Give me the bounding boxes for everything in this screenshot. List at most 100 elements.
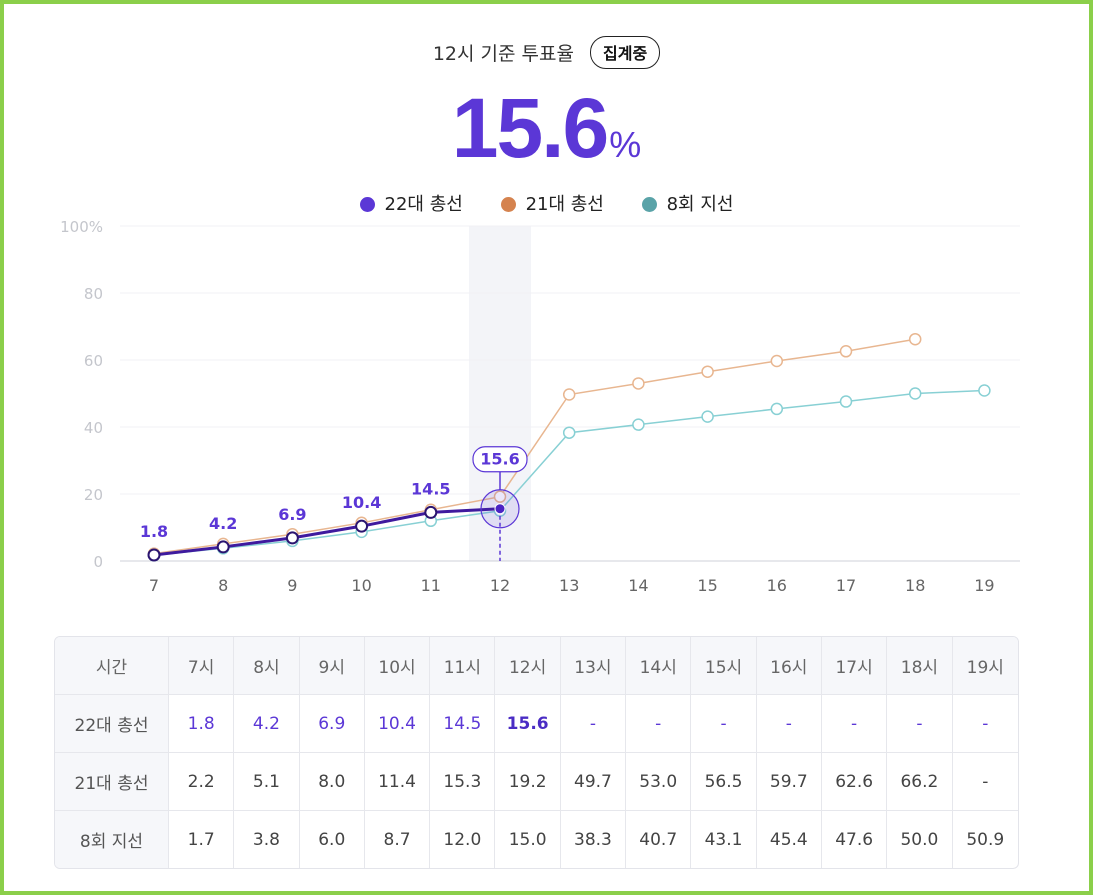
- table-cell: 53.0: [626, 753, 692, 811]
- data-label: 10.4: [342, 493, 381, 512]
- table-header-cell: 13시: [560, 637, 627, 695]
- data-point: [908, 387, 922, 400]
- legend-dot-icon: [500, 197, 516, 212]
- table-header-cell: 18시: [887, 637, 953, 695]
- turnout-chart: 0 20 40 60 80 100% 7 8 9 10 11 12 13 14 15 16 17 18 19 1.8 4…: [60, 218, 1020, 595]
- table-cell: 15.6: [495, 695, 561, 753]
- legend-dot-icon: [641, 197, 657, 212]
- table-cell: 50.0: [887, 811, 953, 868]
- table-header-cell: 8시: [234, 637, 300, 695]
- data-point: [839, 345, 853, 358]
- table-row-label: 22대 총선: [55, 695, 169, 753]
- legend-label: 22대 총선: [384, 194, 463, 215]
- table-cell: -: [626, 695, 692, 753]
- table-cell: -: [952, 695, 1018, 753]
- data-point: [285, 531, 299, 545]
- table-cell: 59.7: [756, 753, 822, 811]
- x-tick-label: 16: [767, 576, 787, 595]
- table-cell: 47.6: [822, 811, 888, 868]
- data-point: [978, 384, 991, 397]
- turnout-value: 15.6%: [0, 80, 1093, 177]
- table-header-cell: 10시: [364, 637, 431, 695]
- table-header-cell: 12시: [495, 637, 561, 695]
- y-tick-label: 0: [93, 553, 103, 571]
- series-line: [153, 389, 985, 557]
- highlight-point: [494, 503, 506, 515]
- table-cell: 66.2: [887, 753, 953, 811]
- table-cell: 8.7: [365, 811, 431, 868]
- table-header-cell: 9시: [299, 637, 365, 695]
- table-cell: -: [560, 695, 627, 753]
- table-corner-cell: 시간: [55, 637, 169, 695]
- table-cell: 62.6: [821, 753, 888, 811]
- data-point: [562, 426, 576, 439]
- y-tick-label: 100%: [60, 218, 103, 236]
- table-cell: -: [952, 753, 1018, 811]
- table-header-cell: 7시: [169, 637, 235, 695]
- table-row-label: 8회 지선: [55, 811, 169, 868]
- data-point: [493, 490, 507, 503]
- legend-item-21[interactable]: 21대 총선: [500, 190, 604, 216]
- data-point: [632, 418, 645, 431]
- page-title: 12시 기준 투표율: [432, 43, 574, 65]
- data-point: [839, 395, 853, 408]
- x-tick-label: 18: [905, 576, 925, 595]
- legend-item-8[interactable]: 8회 지선: [641, 190, 734, 216]
- y-tick-label: 60: [84, 352, 103, 370]
- table-header-cell: 16시: [756, 637, 822, 695]
- callout-label: 15.6: [480, 450, 519, 469]
- legend-label: 8회 지선: [666, 194, 734, 215]
- x-tick-label: 17: [836, 576, 856, 595]
- data-point: [632, 377, 645, 390]
- table-row: 8회 지선 1.7 3.8 6.0 8.7 12.0 15.0 38.3 40.7 43.1 45.…: [55, 811, 1018, 868]
- data-label: 1.8: [140, 522, 168, 541]
- table-header-cell: 14시: [626, 637, 692, 695]
- turnout-table: 시간 7시 8시 9시 10시 11시 12시 13시 14시 15시 16시 17시 18시 19시 22…: [54, 636, 1019, 869]
- table-row: 21대 총선 2.2 5.1 8.0 11.4 15.3 19.2 49.7 53.0 56.5 5…: [55, 753, 1018, 811]
- callout-box: [472, 446, 528, 473]
- table-cell: 8.0: [299, 753, 365, 811]
- table-cell: 11.4: [364, 753, 431, 811]
- status-badge: 집계중: [590, 36, 661, 69]
- table-cell: 4.2: [234, 695, 300, 753]
- table-cell: 1.8: [169, 695, 235, 753]
- table-header-row: 시간 7시 8시 9시 10시 11시 12시 13시 14시 15시 16시 17시 18시 19시: [55, 637, 1018, 695]
- x-tick-label: 19: [974, 576, 994, 595]
- table-row: 22대 총선 1.8 4.2 6.9 10.4 14.5 15.6- - - - - - -: [55, 695, 1018, 753]
- turnout-unit: %: [609, 124, 642, 165]
- chart-legend: 22대 총선 21대 총선 8회 지선: [0, 190, 1093, 216]
- x-tick-label: 11: [421, 576, 441, 595]
- table-cell: -: [821, 695, 888, 753]
- table-cell: 40.7: [626, 811, 692, 868]
- table-cell: -: [756, 695, 822, 753]
- data-point: [562, 388, 576, 401]
- data-label: 4.2: [209, 514, 237, 533]
- data-point: [770, 354, 784, 368]
- x-tick-label: 13: [559, 576, 579, 595]
- data-label: 14.5: [411, 479, 450, 498]
- table-cell: 19.2: [495, 753, 561, 811]
- data-point: [147, 548, 161, 562]
- legend-item-22[interactable]: 22대 총선: [359, 190, 463, 216]
- table-cell: 2.2: [169, 753, 235, 811]
- table-cell: 43.1: [691, 811, 757, 868]
- table-cell: -: [887, 695, 953, 753]
- data-label: 6.9: [278, 505, 306, 524]
- table-cell: 10.4: [364, 695, 431, 753]
- data-point: [908, 332, 922, 346]
- table-cell: -: [691, 695, 757, 753]
- table-cell: 15.0: [495, 811, 561, 868]
- x-tick-label: 8: [218, 576, 228, 595]
- data-point: [701, 365, 714, 378]
- x-tick-label: 12: [490, 576, 510, 595]
- data-point: [216, 540, 230, 554]
- table-cell: 6.9: [299, 695, 365, 753]
- table-header-cell: 17시: [821, 637, 888, 695]
- data-point: [424, 505, 438, 519]
- table-cell: 1.7: [169, 811, 235, 868]
- x-tick-label: 14: [628, 576, 648, 595]
- table-cell: 15.3: [430, 753, 496, 811]
- x-tick-label: 15: [697, 576, 717, 595]
- table-header-cell: 19시: [952, 637, 1018, 695]
